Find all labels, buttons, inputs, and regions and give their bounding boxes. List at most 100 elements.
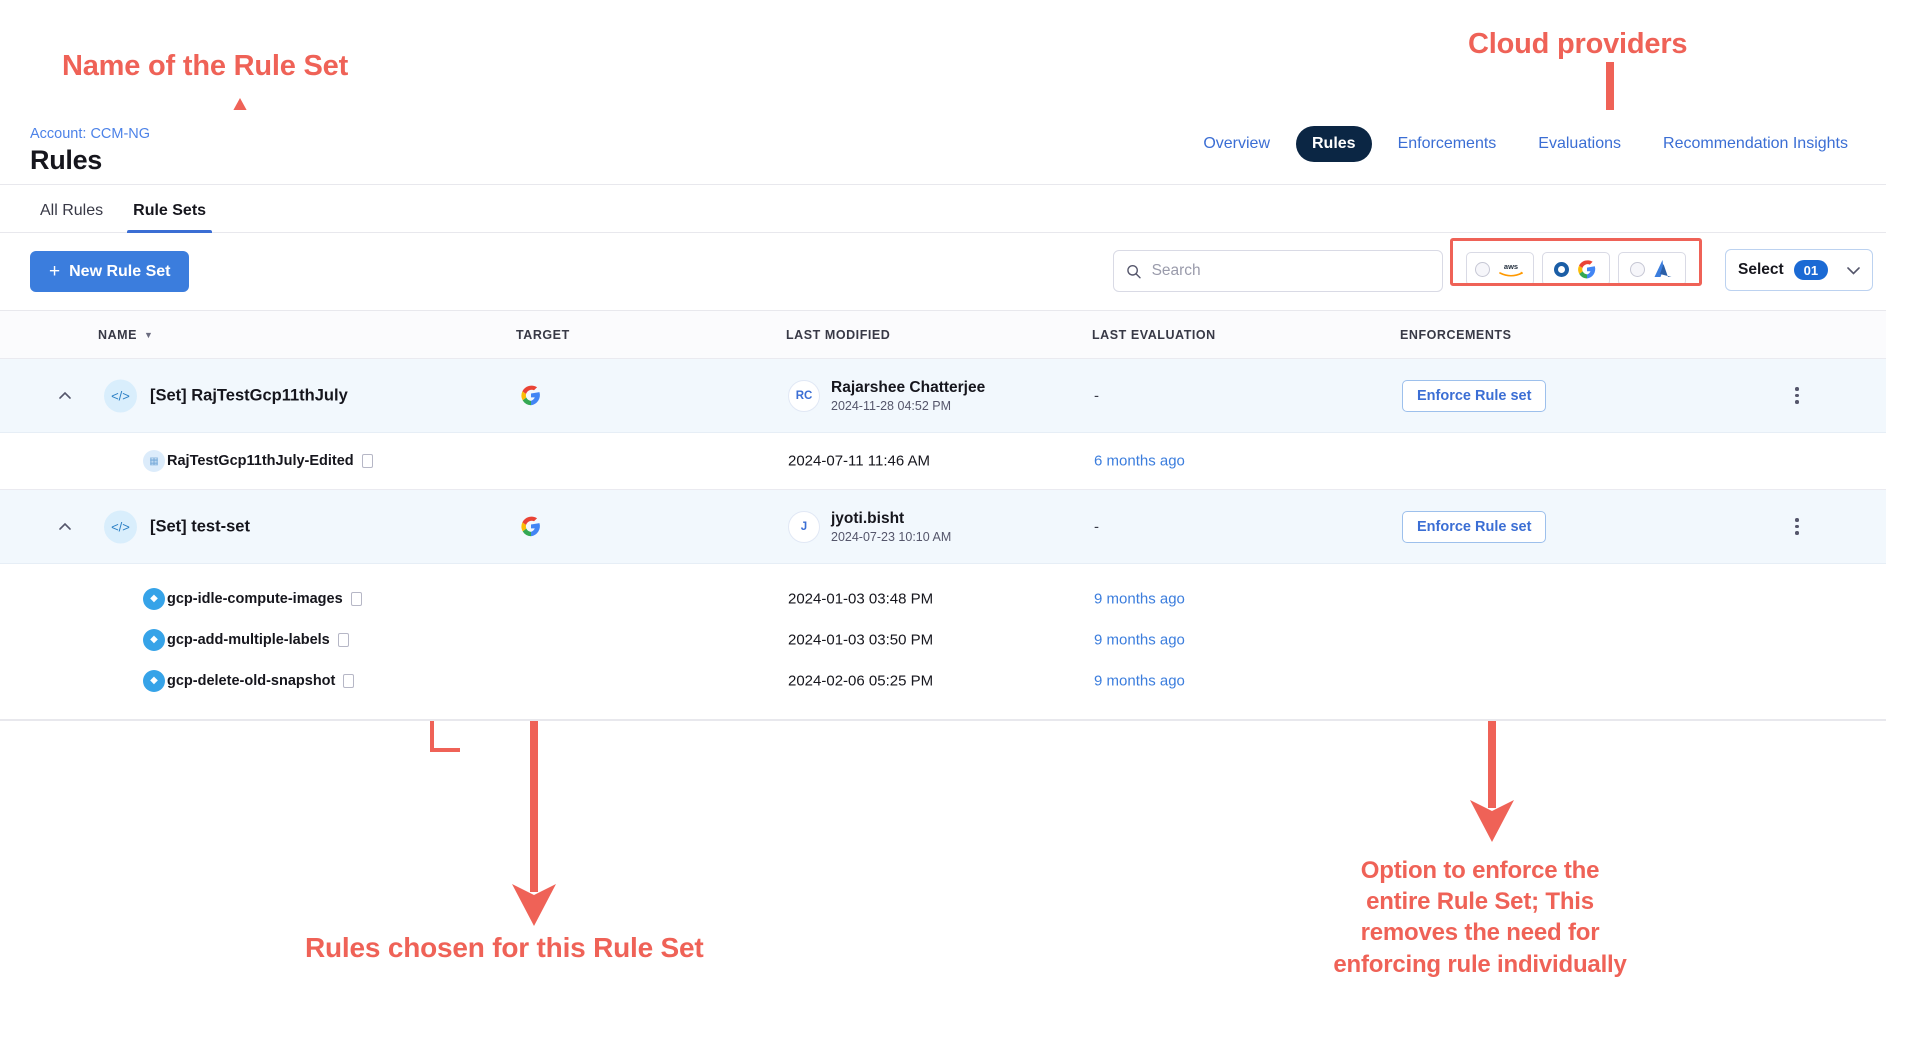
rule-set-block: </> [Set] RajTestGcp11thJuly RC bbox=[0, 359, 1886, 490]
more-options-icon[interactable] bbox=[1786, 385, 1808, 407]
nav-item-evaluations[interactable]: Evaluations bbox=[1538, 135, 1622, 152]
search-box[interactable] bbox=[1113, 250, 1443, 292]
rule-set-row[interactable]: </> [Set] RajTestGcp11thJuly RC bbox=[0, 359, 1886, 433]
rule-name-label: gcp-add-multiple-labels bbox=[167, 631, 330, 648]
rule-last-modified: 2024-02-06 05:25 PM bbox=[788, 672, 934, 689]
column-header-last-modified: LAST MODIFIED bbox=[786, 328, 891, 342]
owner-date: 2024-11-28 04:52 PM bbox=[831, 398, 951, 413]
owner-date: 2024-07-23 10:10 AM bbox=[831, 529, 952, 544]
rule-icon: ◆ bbox=[143, 669, 165, 692]
rule-row[interactable]: ◆ gcp-delete-old-snapshot 2024-02-06 05:… bbox=[0, 660, 1886, 701]
nav-item-recommendation-insights[interactable]: Recommendation Insights bbox=[1663, 135, 1848, 152]
table-header-row: NAME ▼ TARGET LAST MODIFIED LAST EVALUAT… bbox=[0, 311, 1886, 359]
more-options-icon[interactable] bbox=[1786, 516, 1808, 538]
rule-icon: ◆ bbox=[143, 587, 165, 610]
sub-tabs: All Rules Rule Sets bbox=[0, 185, 1886, 233]
radio-gcp[interactable] bbox=[1553, 261, 1569, 277]
rule-name[interactable]: gcp-idle-compute-images bbox=[167, 591, 362, 607]
account-label[interactable]: Account: CCM-NG bbox=[30, 126, 151, 142]
annotation-rules-chosen: Rules chosen for this Rule Set bbox=[305, 932, 704, 963]
enforce-rule-set-button[interactable]: Enforce Rule set bbox=[1402, 510, 1547, 543]
search-icon bbox=[1127, 264, 1141, 278]
annotation-cloud-providers: Cloud providers bbox=[1468, 28, 1688, 60]
sort-caret-icon[interactable]: ▼ bbox=[144, 330, 154, 340]
enforce-rule-set-button[interactable]: Enforce Rule set bbox=[1402, 379, 1547, 412]
owner-name: jyoti.bisht bbox=[831, 509, 905, 527]
tab-rule-sets[interactable]: Rule Sets bbox=[121, 202, 218, 233]
select-dropdown[interactable]: Select 01 bbox=[1725, 249, 1873, 291]
rule-set-icon: </> bbox=[104, 510, 137, 543]
rule-row[interactable]: ▦ RajTestGcp11thJuly-Edited 2024-07-11 1… bbox=[0, 433, 1886, 489]
target-gcp-icon bbox=[518, 383, 544, 409]
new-rule-set-button[interactable]: + New Rule Set bbox=[30, 251, 190, 292]
provider-chip-gcp[interactable] bbox=[1542, 252, 1610, 286]
last-modified-cell: J jyoti.bisht 2024-07-23 10:10 AM bbox=[788, 510, 951, 544]
rule-name[interactable]: RajTestGcp11thJuly-Edited bbox=[167, 453, 373, 469]
plus-icon: + bbox=[49, 261, 61, 282]
copy-icon[interactable] bbox=[343, 673, 355, 688]
search-input[interactable] bbox=[1151, 262, 1430, 280]
avatar: J bbox=[788, 510, 820, 543]
rule-sets-table: NAME ▼ TARGET LAST MODIFIED LAST EVALUAT… bbox=[0, 311, 1886, 720]
rule-last-modified: 2024-01-03 03:50 PM bbox=[788, 631, 934, 648]
select-count-badge: 01 bbox=[1793, 260, 1829, 280]
rule-name[interactable]: gcp-add-multiple-labels bbox=[167, 632, 349, 648]
radio-aws[interactable] bbox=[1474, 261, 1490, 277]
avatar: RC bbox=[788, 379, 820, 412]
rule-set-row[interactable]: </> [Set] test-set J bbox=[0, 490, 1886, 564]
rule-name-label: gcp-idle-compute-images bbox=[167, 590, 343, 607]
copy-icon[interactable] bbox=[350, 591, 362, 606]
rule-last-evaluation[interactable]: 6 months ago bbox=[1094, 452, 1185, 470]
collapse-caret-icon[interactable] bbox=[58, 389, 72, 403]
copy-icon[interactable] bbox=[337, 632, 349, 647]
svg-text:aws: aws bbox=[1503, 262, 1517, 271]
column-header-name-label: NAME bbox=[98, 328, 138, 342]
copy-icon[interactable] bbox=[361, 454, 373, 468]
column-header-target: TARGET bbox=[516, 328, 570, 342]
rule-list-spacer bbox=[0, 701, 1886, 719]
azure-icon bbox=[1654, 260, 1671, 277]
nav-item-overview[interactable]: Overview bbox=[1203, 135, 1270, 152]
last-evaluation-cell: - bbox=[1094, 387, 1099, 404]
rule-set-name[interactable]: [Set] test-set bbox=[150, 517, 250, 535]
rule-name-label: gcp-delete-old-snapshot bbox=[167, 672, 336, 689]
provider-chip-aws[interactable]: aws bbox=[1466, 252, 1534, 286]
last-modified-cell: RC Rajarshee Chatterjee 2024-11-28 04:52… bbox=[788, 379, 985, 413]
rule-set-icon: </> bbox=[104, 379, 137, 412]
column-header-name[interactable]: NAME ▼ bbox=[98, 328, 153, 342]
gcp-icon bbox=[1577, 260, 1595, 279]
tab-all-rules[interactable]: All Rules bbox=[40, 202, 104, 219]
annotation-name-of-rule-set: Name of the Rule Set bbox=[62, 50, 349, 82]
rule-icon: ◆ bbox=[143, 628, 165, 651]
toolbar: + New Rule Set aws bbox=[0, 233, 1886, 311]
annotation-enforce-rule-set: Option to enforce the entire Rule Set; T… bbox=[1333, 857, 1627, 978]
last-evaluation-cell: - bbox=[1094, 518, 1099, 535]
rule-last-evaluation[interactable]: 9 months ago bbox=[1094, 672, 1185, 689]
target-gcp-icon bbox=[518, 514, 544, 540]
rule-set-block: </> [Set] test-set J bbox=[0, 490, 1886, 719]
provider-chip-azure[interactable] bbox=[1618, 252, 1686, 286]
app-window: Account: CCM-NG Rules Overview Rules Enf… bbox=[0, 110, 1886, 720]
rule-set-name[interactable]: [Set] RajTestGcp11thJuly bbox=[150, 386, 348, 404]
collapse-caret-icon[interactable] bbox=[58, 520, 72, 534]
column-header-enforcements: ENFORCEMENTS bbox=[1400, 328, 1512, 342]
rule-last-modified: 2024-07-11 11:46 AM bbox=[788, 452, 931, 470]
rule-row[interactable]: ◆ gcp-idle-compute-images 2024-01-03 03:… bbox=[0, 578, 1886, 619]
nav-item-rules[interactable]: Rules bbox=[1296, 126, 1372, 162]
column-header-last-evaluation: LAST EVALUATION bbox=[1092, 328, 1216, 342]
owner-name: Rajarshee Chatterjee bbox=[831, 378, 986, 396]
rule-row[interactable]: ◆ gcp-add-multiple-labels 2024-01-03 03:… bbox=[0, 619, 1886, 660]
cloud-provider-filters: aws bbox=[1458, 245, 1694, 293]
aws-icon: aws bbox=[1498, 262, 1523, 277]
radio-azure[interactable] bbox=[1629, 261, 1645, 277]
rule-name[interactable]: gcp-delete-old-snapshot bbox=[167, 672, 355, 689]
page-title: Rules bbox=[30, 145, 103, 175]
rule-last-evaluation[interactable]: 9 months ago bbox=[1094, 631, 1185, 648]
rule-last-evaluation[interactable]: 9 months ago bbox=[1094, 590, 1185, 607]
main-nav: Overview Rules Enforcements Evaluations … bbox=[1187, 126, 1864, 162]
rule-icon: ▦ bbox=[143, 450, 165, 472]
chevron-down-icon bbox=[1847, 263, 1860, 278]
select-label: Select bbox=[1738, 261, 1784, 278]
rule-list-spacer bbox=[0, 564, 1886, 578]
nav-item-enforcements[interactable]: Enforcements bbox=[1397, 135, 1497, 152]
